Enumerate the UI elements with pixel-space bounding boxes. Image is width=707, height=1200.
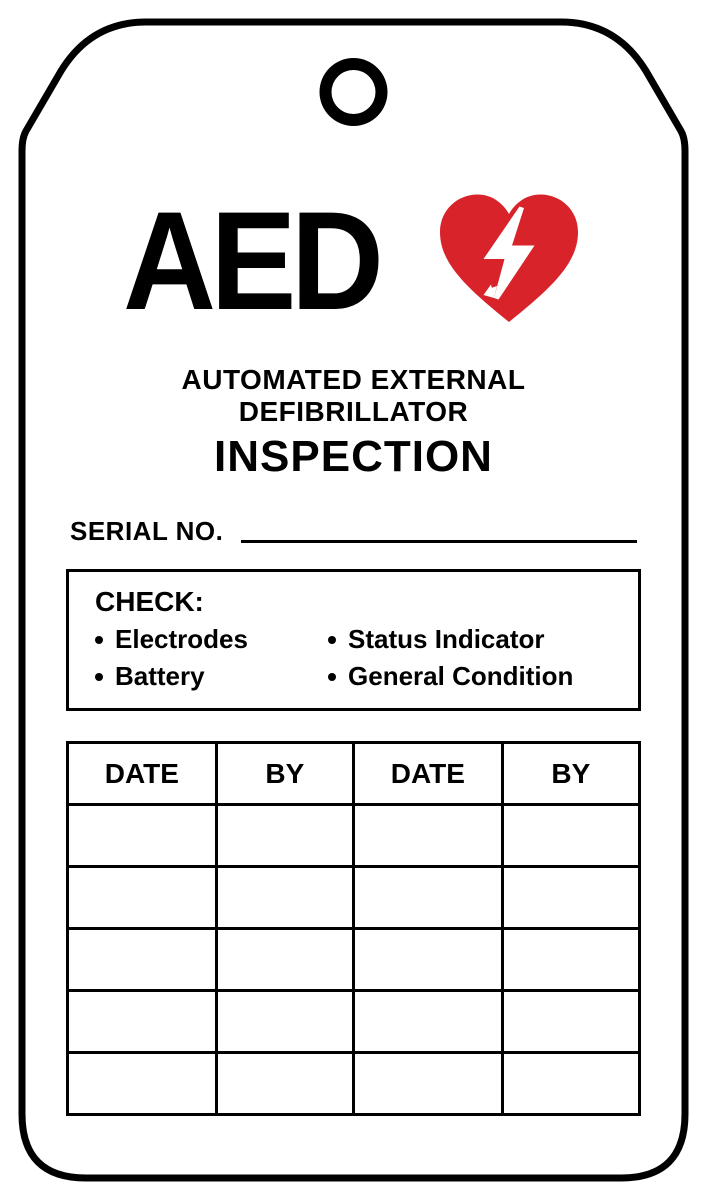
table-header-row: DATE BY DATE BY xyxy=(68,743,640,805)
check-item: Electrodes xyxy=(95,624,318,655)
col-header-date: DATE xyxy=(68,743,217,805)
check-grid: Electrodes Status Indicator Battery Gene… xyxy=(95,624,618,692)
col-header-by: BY xyxy=(216,743,353,805)
heart-bolt-icon xyxy=(434,190,584,340)
check-item: Status Indicator xyxy=(328,624,618,655)
inspection-table-wrap: DATE BY DATE BY xyxy=(66,741,641,1116)
table-row xyxy=(68,929,640,991)
serial-blank-line xyxy=(241,540,637,543)
serial-label: SERIAL NO. xyxy=(70,516,223,547)
header-row: AED xyxy=(66,186,641,336)
check-item-label: Electrodes xyxy=(115,624,248,655)
col-header-by: BY xyxy=(502,743,639,805)
table-row xyxy=(68,1053,640,1115)
check-item: Battery xyxy=(95,661,318,692)
tag-content: AED AUTOMATED EXTERNAL DEFIBRILLATOR INS… xyxy=(36,146,671,1144)
subtitle-line1: AUTOMATED EXTERNAL DEFIBRILLATOR xyxy=(66,364,641,428)
table-row xyxy=(68,867,640,929)
table-body xyxy=(68,805,640,1115)
check-item-label: General Condition xyxy=(348,661,573,692)
subtitle-line2: INSPECTION xyxy=(66,432,641,482)
inspection-tag: AED AUTOMATED EXTERNAL DEFIBRILLATOR INS… xyxy=(16,16,691,1184)
check-item-label: Status Indicator xyxy=(348,624,544,655)
check-title: CHECK: xyxy=(95,586,618,618)
title-aed: AED xyxy=(123,191,378,331)
check-item: General Condition xyxy=(328,661,618,692)
serial-row: SERIAL NO. xyxy=(66,516,641,547)
check-item-label: Battery xyxy=(115,661,205,692)
col-header-date: DATE xyxy=(353,743,502,805)
table-row xyxy=(68,805,640,867)
inspection-table: DATE BY DATE BY xyxy=(66,741,641,1116)
table-row xyxy=(68,991,640,1053)
check-box: CHECK: Electrodes Status Indicator Batte… xyxy=(66,569,641,711)
